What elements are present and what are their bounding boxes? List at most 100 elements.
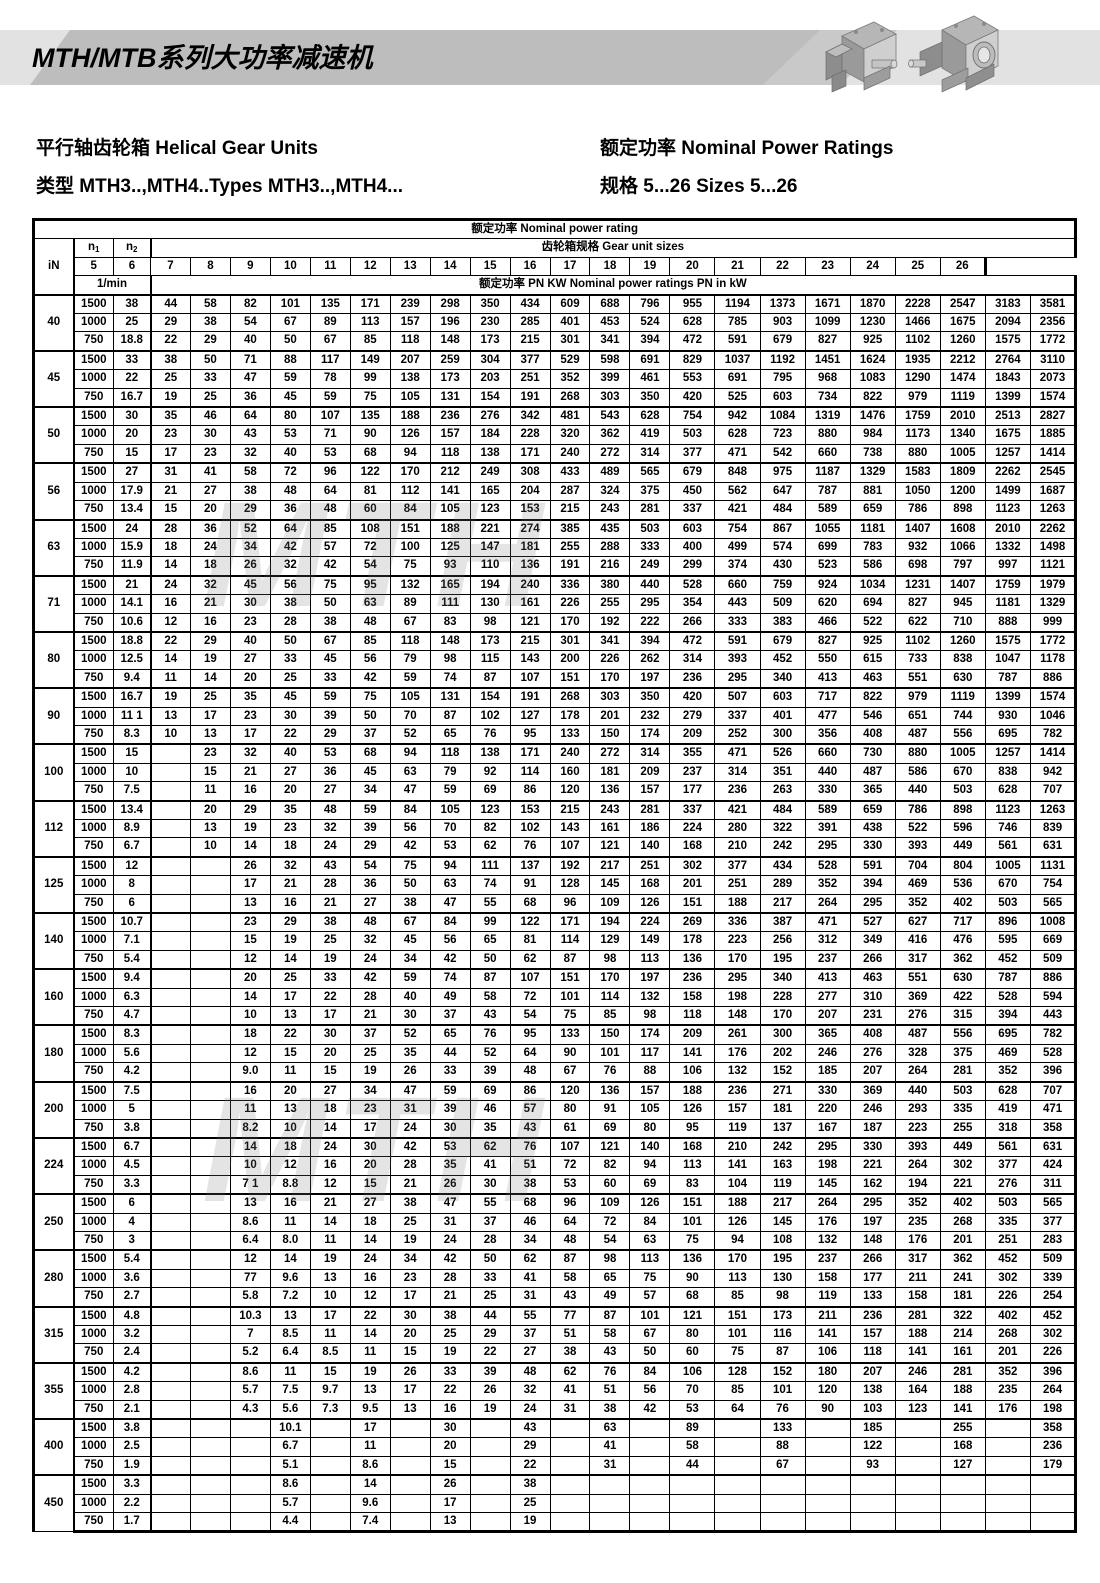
power-value-cell: 362 bbox=[939, 949, 986, 970]
power-value-cell: 45 bbox=[349, 762, 391, 783]
power-value-cell: 188 bbox=[429, 518, 471, 539]
power-value-cell: 32 bbox=[229, 743, 271, 764]
power-value-cell: 1624 bbox=[849, 349, 896, 371]
power-value-cell: 29 bbox=[469, 1324, 511, 1345]
power-value-cell: 688 bbox=[589, 293, 631, 315]
power-value-cell: 47 bbox=[389, 1080, 431, 1102]
power-value-cell bbox=[189, 1212, 231, 1232]
power-value-cell: 449 bbox=[939, 1136, 986, 1158]
power-value-cell: 133 bbox=[849, 1287, 896, 1308]
power-value-cell: 19 bbox=[469, 1399, 511, 1420]
power-value-cell: 25 bbox=[389, 1212, 431, 1232]
power-value-cell: 87 bbox=[589, 1305, 631, 1326]
power-value-cell bbox=[189, 1512, 231, 1534]
power-value-cell: 898 bbox=[939, 799, 986, 820]
power-value-cell: 212 bbox=[429, 462, 471, 483]
power-value-cell: 30 bbox=[349, 1136, 391, 1158]
power-value-cell bbox=[150, 1006, 191, 1026]
power-value-cell: 1499 bbox=[984, 481, 1031, 502]
power-value-cell: 295 bbox=[714, 668, 761, 689]
power-value-cell: 271 bbox=[759, 1080, 806, 1102]
power-value-cell: 224 bbox=[629, 912, 671, 933]
size-column-header: 18 bbox=[589, 256, 631, 277]
power-value-cell: 422 bbox=[939, 987, 986, 1008]
power-value-cell: 471 bbox=[714, 743, 761, 764]
table-row: 1000 22 25 33 47 59 78 99 138 173 203 251 352 399 461 5… bbox=[34, 369, 1078, 389]
power-value-cell: 76 bbox=[469, 1024, 511, 1045]
output-speed-cell: 4.8 bbox=[113, 1305, 152, 1326]
output-speed-cell: 2.5 bbox=[113, 1437, 152, 1457]
power-value-cell: 53 bbox=[309, 443, 351, 464]
power-value-cell: 38 bbox=[389, 1193, 431, 1214]
power-value-cell: 7.3 bbox=[309, 1399, 351, 1420]
power-value-cell: 95 bbox=[509, 1024, 551, 1045]
subtitle-sizes: 规格 5...26 Sizes 5...26 bbox=[600, 176, 798, 197]
power-value-cell: 93 bbox=[429, 556, 471, 577]
power-value-cell bbox=[1029, 1493, 1078, 1514]
power-value-cell: 30 bbox=[389, 1305, 431, 1326]
power-value-cell: 503 bbox=[984, 893, 1031, 914]
power-value-cell: 264 bbox=[804, 893, 851, 914]
ratio-cell: 160 bbox=[32, 968, 75, 1026]
input-speed-cell: 1000 bbox=[73, 818, 114, 839]
table-row: 750 2.4 5.2 6.4 8.5 11 15 19 22 27 38 43 50 60 75 87 106… bbox=[34, 1343, 1078, 1364]
output-speed-cell: 7.5 bbox=[113, 781, 152, 802]
power-value-cell: 394 bbox=[849, 875, 896, 895]
power-value-cell: 243 bbox=[589, 799, 631, 820]
table-row: 315 1500 4.8 10.3 13 17 22 30 38 44 55 77 87 101 121 15… bbox=[32, 1305, 1078, 1364]
table-row: 750 9.4 11 14 20 25 33 42 59 74 87 107 151 170 197 236 2… bbox=[34, 668, 1078, 689]
power-value-cell: 394 bbox=[629, 630, 671, 652]
power-value-cell: 203 bbox=[469, 369, 511, 389]
power-value-cell: 96 bbox=[549, 893, 591, 914]
power-value-cell: 17 bbox=[349, 1118, 391, 1139]
power-value-cell: 17 bbox=[309, 1006, 351, 1026]
table-row: 80 1500 18.8 22 29 40 50 67 85 118 148 173 215 301 341… bbox=[32, 630, 1078, 689]
power-value-cell: 10 bbox=[269, 1118, 311, 1139]
power-value-cell bbox=[309, 1474, 351, 1495]
power-value-cell: 9.0 bbox=[229, 1062, 271, 1083]
output-speed-cell: 6 bbox=[113, 1193, 152, 1214]
power-value-cell: 631 bbox=[1029, 837, 1078, 858]
power-value-cell: 827 bbox=[894, 594, 941, 614]
power-value-cell: 46 bbox=[509, 1212, 551, 1232]
power-value-cell bbox=[309, 1512, 351, 1534]
power-value-cell: 556 bbox=[939, 1024, 986, 1045]
table-row: 750 3 6.4 8.0 11 14 19 24 28 34 48 54 63 75 94 108 132 14… bbox=[34, 1230, 1078, 1251]
power-value-cell bbox=[229, 1418, 271, 1439]
power-value-cell: 101 bbox=[669, 1212, 716, 1232]
power-value-cell: 201 bbox=[939, 1230, 986, 1251]
power-value-cell: 132 bbox=[804, 1230, 851, 1251]
power-value-cell bbox=[150, 1381, 191, 1401]
table-header-sizes-row: iN n1 n2 齿轮箱规格 Gear unit sizes bbox=[32, 238, 1078, 296]
power-value-cell: 78 bbox=[309, 369, 351, 389]
power-value-cell: 221 bbox=[849, 1156, 896, 1176]
power-value-cell: 37 bbox=[469, 1212, 511, 1232]
power-value-cell: 574 bbox=[759, 537, 806, 558]
power-value-cell: 255 bbox=[939, 1118, 986, 1139]
power-value-cell: 295 bbox=[849, 893, 896, 914]
table-row: 750 10.6 12 16 23 28 38 48 67 83 98 121 170 192 222 266… bbox=[34, 612, 1078, 633]
table-row: 1000 8.9 13 19 23 32 39 56 70 82 102 143 161 186 224 28… bbox=[34, 818, 1078, 839]
power-value-cell bbox=[389, 1418, 431, 1439]
power-value-cell: 28 bbox=[150, 518, 191, 539]
power-value-cell: 114 bbox=[509, 762, 551, 783]
power-value-cell: 187 bbox=[849, 1118, 896, 1139]
power-value-cell: 822 bbox=[849, 387, 896, 408]
power-value-cell: 76 bbox=[509, 837, 551, 858]
power-value-cell: 106 bbox=[804, 1343, 851, 1364]
power-value-cell: 1451 bbox=[804, 349, 851, 371]
power-value-cell: 25 bbox=[269, 968, 311, 989]
power-value-cell: 76 bbox=[589, 1361, 631, 1383]
power-value-cell: 136 bbox=[669, 1249, 716, 1270]
power-value-cell: 101 bbox=[549, 987, 591, 1008]
size-column-header: 9 bbox=[229, 256, 271, 277]
power-value-cell: 58 bbox=[549, 1268, 591, 1289]
power-value-cell: 1575 bbox=[984, 331, 1031, 352]
power-value-cell: 1055 bbox=[804, 518, 851, 539]
output-speed-cell: 21 bbox=[113, 574, 152, 596]
power-value-cell: 58 bbox=[189, 293, 231, 315]
power-value-cell: 63 bbox=[629, 1230, 671, 1251]
power-value-cell: 886 bbox=[1029, 668, 1078, 689]
ratio-cell: 80 bbox=[32, 630, 75, 689]
power-value-cell: 20 bbox=[349, 1156, 391, 1176]
